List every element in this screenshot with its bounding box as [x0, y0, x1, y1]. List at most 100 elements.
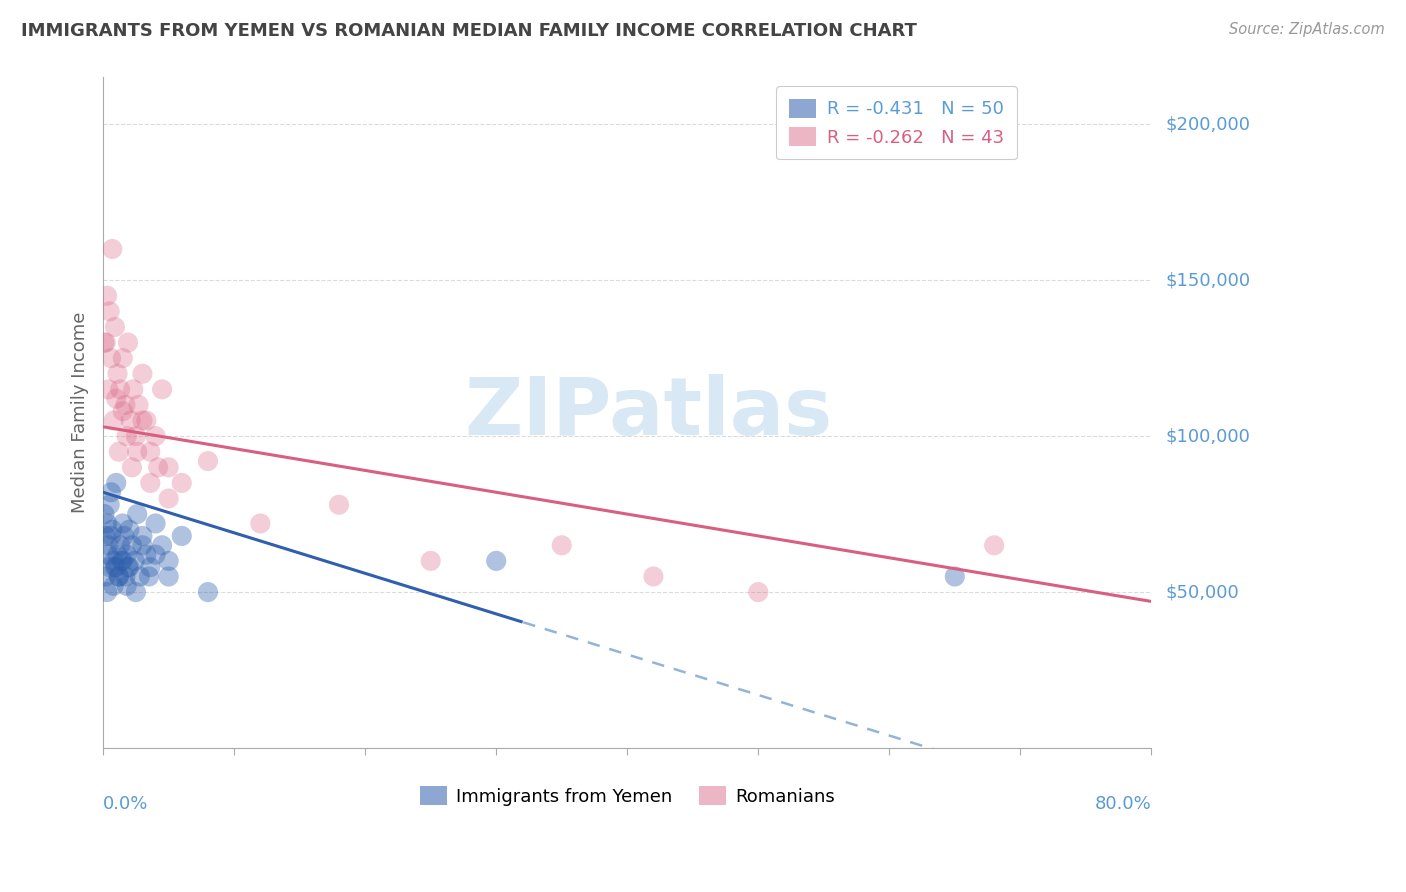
Point: [983, 538, 1005, 552]
Text: $100,000: $100,000: [1166, 427, 1250, 445]
Point: [97, 382, 120, 396]
Point: [108, 569, 131, 583]
Point: [115, 429, 138, 443]
Point: [118, 560, 141, 574]
Point: [643, 569, 665, 583]
Point: [747, 585, 769, 599]
Point: [114, 398, 136, 412]
Point: [93, 507, 115, 521]
Point: [128, 569, 150, 583]
Point: [111, 554, 134, 568]
Text: $50,000: $50,000: [1166, 583, 1239, 601]
Point: [98, 560, 121, 574]
Point: [107, 367, 129, 381]
Point: [131, 367, 153, 381]
Text: ZIPatlas: ZIPatlas: [464, 374, 832, 451]
Point: [122, 382, 145, 396]
Point: [157, 569, 180, 583]
Point: [108, 382, 131, 396]
Point: [93, 335, 115, 350]
Point: [98, 304, 121, 318]
Point: [150, 382, 173, 396]
Point: [139, 560, 162, 574]
Point: [96, 289, 118, 303]
Point: [105, 475, 128, 490]
Point: [170, 529, 193, 543]
Point: [118, 523, 141, 537]
Point: [105, 560, 128, 574]
Point: [100, 485, 122, 500]
Text: IMMIGRANTS FROM YEMEN VS ROMANIAN MEDIAN FAMILY INCOME CORRELATION CHART: IMMIGRANTS FROM YEMEN VS ROMANIAN MEDIAN…: [21, 22, 917, 40]
Point: [150, 538, 173, 552]
Point: [125, 585, 148, 599]
Point: [485, 554, 508, 568]
Point: [112, 529, 135, 543]
Point: [111, 404, 134, 418]
Text: Source: ZipAtlas.com: Source: ZipAtlas.com: [1229, 22, 1385, 37]
Point: [170, 475, 193, 490]
Point: [943, 569, 966, 583]
Point: [138, 569, 160, 583]
Point: [120, 413, 142, 427]
Point: [103, 413, 125, 427]
Point: [111, 516, 134, 531]
Text: 0.0%: 0.0%: [103, 795, 149, 813]
Point: [125, 429, 148, 443]
Text: 80.0%: 80.0%: [1095, 795, 1152, 813]
Point: [115, 579, 138, 593]
Point: [103, 554, 125, 568]
Legend: Immigrants from Yemen, Romanians: Immigrants from Yemen, Romanians: [412, 779, 842, 813]
Point: [128, 398, 150, 412]
Point: [104, 320, 127, 334]
Point: [135, 413, 157, 427]
Point: [111, 351, 134, 366]
Point: [114, 569, 136, 583]
Point: [117, 560, 139, 574]
Point: [100, 351, 122, 366]
Point: [131, 538, 153, 552]
Point: [419, 554, 441, 568]
Point: [197, 454, 219, 468]
Point: [197, 585, 219, 599]
Point: [97, 548, 120, 562]
Point: [94, 529, 117, 543]
Text: $150,000: $150,000: [1166, 271, 1250, 289]
Point: [139, 444, 162, 458]
Point: [94, 569, 117, 583]
Point: [145, 548, 167, 562]
Point: [96, 516, 118, 531]
Point: [97, 538, 120, 552]
Point: [127, 507, 149, 521]
Text: $200,000: $200,000: [1166, 115, 1250, 133]
Point: [115, 548, 138, 562]
Point: [249, 516, 271, 531]
Point: [135, 548, 157, 562]
Point: [145, 516, 167, 531]
Point: [108, 538, 131, 552]
Point: [145, 429, 167, 443]
Point: [117, 335, 139, 350]
Point: [124, 554, 146, 568]
Y-axis label: Median Family Income: Median Family Income: [72, 312, 89, 514]
Point: [104, 560, 127, 574]
Point: [107, 548, 129, 562]
Point: [551, 538, 574, 552]
Point: [139, 475, 162, 490]
Point: [108, 444, 131, 458]
Point: [108, 569, 131, 583]
Point: [110, 554, 132, 568]
Point: [121, 460, 143, 475]
Point: [100, 529, 122, 543]
Point: [157, 460, 180, 475]
Point: [96, 585, 118, 599]
Point: [127, 444, 149, 458]
Point: [121, 538, 143, 552]
Point: [131, 529, 153, 543]
Point: [157, 554, 180, 568]
Point: [103, 579, 125, 593]
Point: [101, 523, 124, 537]
Point: [98, 498, 121, 512]
Point: [131, 413, 153, 427]
Point: [94, 335, 117, 350]
Point: [146, 460, 169, 475]
